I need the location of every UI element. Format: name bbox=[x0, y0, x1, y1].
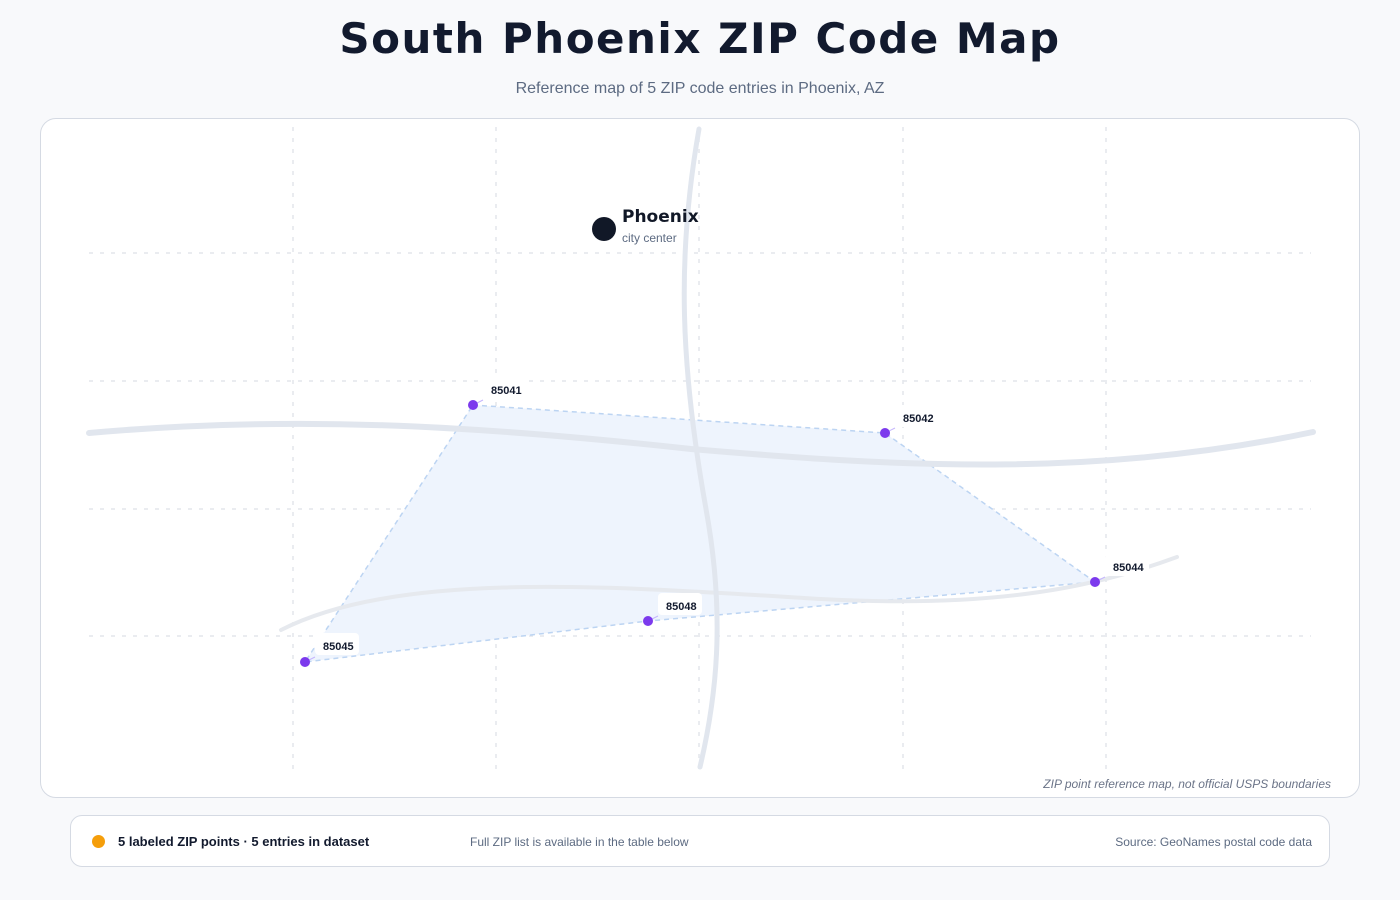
city-center-marker[interactable] bbox=[592, 217, 616, 241]
zip-count-summary: 5 labeled ZIP points · 5 entries in data… bbox=[118, 834, 370, 849]
road-north-south bbox=[681, 126, 720, 770]
zip-label-box bbox=[1105, 554, 1149, 576]
table-note: Full ZIP list is available in the table … bbox=[470, 835, 689, 849]
data-source: Source: GeoNames postal code data bbox=[1115, 835, 1312, 849]
map-panel[interactable]: Phoenix city center 85041 85042 85044 85… bbox=[40, 118, 1360, 798]
zip-label: 85048 bbox=[666, 601, 697, 613]
zip-point-85044[interactable]: 85044 bbox=[1090, 554, 1149, 587]
page-subtitle: Reference map of 5 ZIP code entries in P… bbox=[515, 80, 885, 97]
zip-coverage-area bbox=[303, 404, 1098, 663]
city-sublabel: city center bbox=[622, 231, 677, 245]
zip-marker[interactable] bbox=[468, 400, 478, 410]
zip-label: 85045 bbox=[323, 641, 354, 653]
zip-point-85042[interactable]: 85042 bbox=[880, 405, 939, 438]
zip-label-box bbox=[658, 593, 702, 615]
zip-marker[interactable] bbox=[643, 616, 653, 626]
page-title: South Phoenix ZIP Code Map bbox=[339, 14, 1061, 63]
map-disclaimer: ZIP point reference map, not official US… bbox=[1043, 777, 1331, 791]
map-footer: 5 labeled ZIP points · 5 entries in data… bbox=[70, 815, 1330, 867]
zip-point-85045[interactable]: 85045 bbox=[300, 633, 359, 667]
zip-point-85041[interactable]: 85041 bbox=[468, 377, 527, 410]
zip-marker[interactable] bbox=[300, 657, 310, 667]
zip-marker[interactable] bbox=[1090, 577, 1100, 587]
zip-label-box bbox=[483, 377, 527, 399]
map-canvas[interactable]: Phoenix city center 85041 85042 85044 85… bbox=[41, 119, 1359, 797]
zip-marker[interactable] bbox=[880, 428, 890, 438]
legend-dot-icon bbox=[92, 835, 105, 848]
zip-point-85048[interactable]: 85048 bbox=[643, 593, 702, 626]
zip-label: 85042 bbox=[903, 413, 934, 425]
city-name-label: Phoenix bbox=[622, 207, 699, 227]
zip-label: 85044 bbox=[1113, 562, 1144, 574]
zip-label-box bbox=[315, 633, 359, 655]
road-east-west bbox=[86, 420, 1316, 468]
road-south bbox=[279, 555, 1179, 632]
zip-label: 85041 bbox=[491, 385, 522, 397]
zip-label-box bbox=[895, 405, 939, 427]
